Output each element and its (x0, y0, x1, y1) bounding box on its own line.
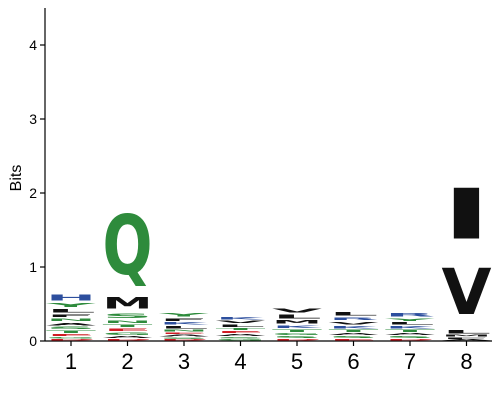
residue-Y: Y (45, 303, 96, 309)
residue-E: E (102, 328, 152, 332)
residue-E: E (328, 339, 378, 341)
residue-E: E (46, 334, 96, 337)
x-tick-label: 3 (178, 349, 190, 374)
y-ticks: 0 1 2 3 4 (29, 37, 45, 349)
residue-S: S (272, 336, 322, 339)
residue-H: H (46, 293, 96, 303)
residue-S: S (103, 312, 153, 319)
residue-I: I (442, 175, 492, 256)
y-tick-label: 4 (29, 37, 37, 53)
residue-V: V (216, 320, 267, 324)
residue-S: S (159, 337, 209, 339)
residue-Q: Q (103, 198, 153, 293)
residue-E: E (159, 332, 209, 334)
residue-L: L (159, 325, 209, 329)
residue-N: N (159, 329, 209, 332)
residue-L: L (329, 311, 379, 316)
residue-V: V (328, 321, 379, 325)
residue-L: L (385, 322, 435, 326)
residue-M: M (272, 320, 322, 325)
residue-T: T (216, 328, 267, 331)
residue-T: T (103, 324, 154, 328)
x-tick-label: 1 (65, 349, 77, 374)
residue-A: A (442, 340, 493, 341)
residue-G: G (46, 337, 96, 339)
residue-A: A (46, 322, 97, 326)
residue-D: D (272, 339, 322, 341)
residue-F: F (159, 317, 209, 321)
residue-S: S (329, 336, 379, 339)
residue-M: M (442, 334, 492, 337)
y-tick-label: 1 (29, 259, 37, 275)
residue-R: R (385, 312, 435, 317)
residue-L: L (272, 314, 322, 320)
residue-V: V (272, 308, 323, 314)
residue-A: A (159, 334, 210, 337)
x-tick-label: 4 (234, 349, 246, 374)
residue-A: A (216, 334, 267, 337)
residue-E: E (216, 331, 266, 334)
residue-G: G (216, 339, 266, 341)
residue-S: S (46, 326, 96, 330)
x-ticks: 1 2 3 4 5 6 7 8 (65, 341, 473, 374)
residue-D: D (103, 339, 153, 341)
residue-K: K (272, 325, 323, 329)
residue-A: A (385, 333, 436, 336)
residue-L: L (442, 329, 492, 334)
y-axis-label: Bits (8, 165, 25, 192)
x-tick-label: 2 (121, 349, 133, 374)
residue-T: T (385, 329, 436, 333)
residue-K: K (329, 326, 380, 330)
residue-Y: Y (384, 317, 435, 321)
residue-D: D (159, 340, 209, 341)
y-tick-label: 3 (29, 111, 37, 127)
residue-V: V (442, 257, 493, 330)
x-tick-label: 7 (404, 349, 416, 374)
x-tick-label: 6 (347, 349, 359, 374)
residue-R: R (329, 317, 379, 321)
x-tick-label: 8 (460, 349, 472, 374)
residue-M: M (103, 293, 153, 312)
residue-Y: Y (158, 312, 209, 317)
residue-L: L (46, 308, 96, 313)
letter-stacks: DGETSANFLYHDAGETNSMQDSAENLKFYGSAETLVKDSG… (45, 175, 492, 341)
residue-D: D (46, 339, 96, 341)
residue-T: T (46, 330, 97, 334)
residue-F: F (441, 337, 491, 339)
residue-S: S (216, 337, 266, 339)
residue-D: D (385, 339, 435, 341)
residue-G: G (272, 333, 322, 336)
residue-N: N (103, 320, 153, 324)
residue-A: A (103, 336, 154, 339)
residue-K: K (159, 322, 210, 326)
residue-A: A (329, 333, 380, 336)
residue-G: G (103, 332, 153, 336)
y-tick-label: 0 (29, 333, 37, 349)
residue-S: S (385, 336, 435, 339)
residue-K: K (216, 316, 267, 320)
y-tick-label: 2 (29, 185, 37, 201)
residue-N: N (46, 318, 96, 322)
x-tick-label: 5 (291, 349, 303, 374)
residue-K: K (385, 326, 436, 330)
residue-T: T (272, 329, 323, 333)
residue-L: L (216, 324, 266, 328)
residue-T: T (329, 329, 380, 333)
residue-F: F (46, 314, 96, 318)
